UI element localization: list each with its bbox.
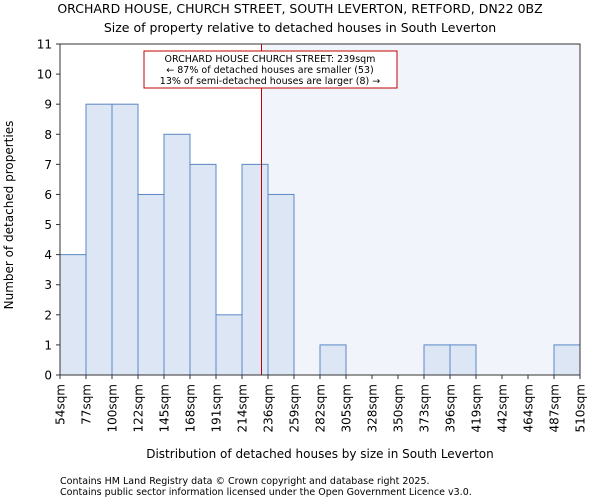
y-axis-label: Number of detached properties (2, 121, 16, 310)
footer-line-2: Contains public sector information licen… (60, 487, 472, 498)
y-tick-label: 0 (44, 369, 52, 383)
x-tick-label: 236sqm (262, 384, 276, 432)
x-tick-label: 464sqm (522, 384, 536, 432)
larger-than-property-shade (261, 44, 580, 375)
chart-title: ORCHARD HOUSE, CHURCH STREET, SOUTH LEVE… (57, 1, 542, 16)
x-tick-label: 77sqm (80, 384, 94, 425)
chart-subtitle: Size of property relative to detached ho… (104, 20, 496, 35)
plot-area: 0 1 2 3 4 5 6 7 8 9 10 11 54sqm 77sqm 100sqm 122sqm 145… (37, 38, 588, 433)
annotation-line-1: ORCHARD HOUSE CHURCH STREET: 239sqm (165, 54, 376, 65)
x-tick-label: 510sqm (574, 384, 588, 432)
bar-122sqm (137, 193, 165, 376)
annotation-line-2: ← 87% of detached houses are smaller (53… (166, 65, 373, 76)
x-tick-label: 54sqm (54, 384, 68, 425)
bar-373sqm (423, 344, 451, 376)
x-tick-label: 442sqm (496, 384, 510, 432)
bar-214sqm (241, 163, 269, 376)
x-tick-label: 191sqm (210, 384, 224, 432)
y-tick-label: 6 (44, 188, 52, 202)
y-tick-label: 2 (44, 308, 52, 322)
x-tick-label: 282sqm (314, 384, 328, 432)
bar-77sqm (85, 103, 113, 376)
x-tick-label: 419sqm (470, 384, 484, 432)
annotation-line-3: 13% of semi-detached houses are larger (… (160, 76, 380, 87)
bar-487sqm (553, 344, 581, 376)
footer-line-1: Contains HM Land Registry data © Crown c… (60, 476, 430, 487)
x-tick-label: 373sqm (418, 384, 432, 432)
x-tick-label: 350sqm (392, 384, 406, 432)
bar-54sqm (59, 254, 87, 376)
bar-191sqm (215, 314, 243, 376)
x-tick-label: 396sqm (444, 384, 458, 432)
annotation-box: ORCHARD HOUSE CHURCH STREET: 239sqm ← 87… (143, 50, 398, 89)
y-tick-label: 7 (44, 158, 52, 172)
bar-168sqm (189, 163, 217, 376)
bar-145sqm (163, 133, 191, 376)
y-tick-label: 9 (44, 98, 52, 112)
x-tick-label: 100sqm (106, 384, 120, 432)
x-tick-label: 305sqm (340, 384, 354, 432)
bar-236sqm (267, 193, 295, 376)
bar-282sqm (319, 344, 347, 376)
y-tick-label: 1 (44, 338, 52, 352)
x-tick-label: 487sqm (548, 384, 562, 432)
bar-100sqm (111, 103, 139, 376)
y-tick-label: 8 (44, 128, 52, 142)
x-tick-label: 328sqm (366, 384, 380, 432)
x-tick-label: 214sqm (236, 384, 250, 432)
bar-396sqm (449, 344, 477, 376)
x-axis-label: Distribution of detached houses by size … (146, 447, 494, 461)
y-tick-label: 10 (37, 68, 52, 82)
x-tick-label: 259sqm (288, 384, 302, 432)
x-tick-label: 122sqm (132, 384, 146, 432)
y-tick-label: 4 (44, 248, 52, 262)
y-tick-label: 11 (37, 38, 52, 52)
y-tick-label: 3 (44, 278, 52, 292)
x-tick-label: 168sqm (184, 384, 198, 432)
y-tick-label: 5 (44, 218, 52, 232)
x-tick-label: 145sqm (158, 384, 172, 432)
